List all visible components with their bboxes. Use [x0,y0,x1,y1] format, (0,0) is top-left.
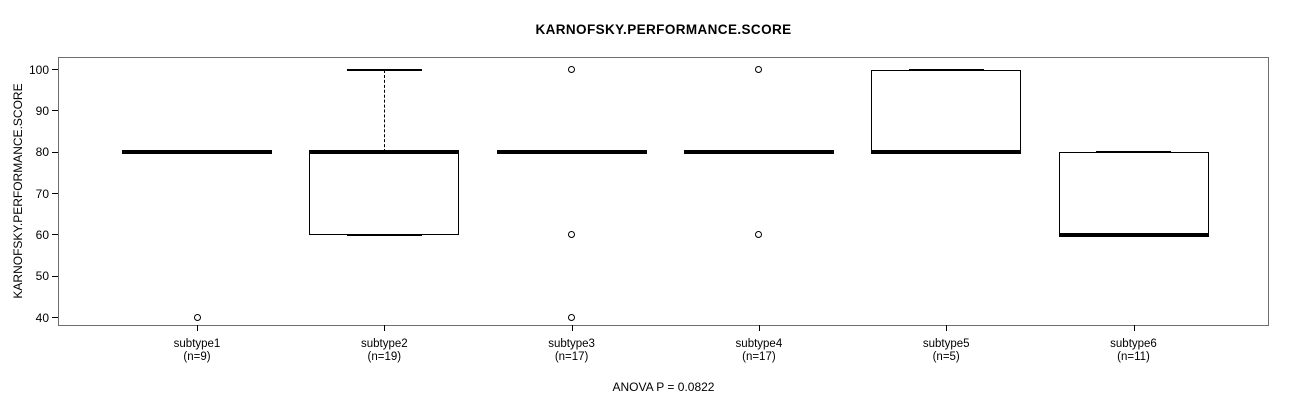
x-axis-tick [384,325,386,331]
upper-whisker-cap [1096,151,1171,154]
y-axis-tick [52,234,58,236]
y-axis-tick [52,151,58,153]
median-line [1058,232,1209,237]
group-n-count: (n=17) [742,351,776,363]
group-n-count: (n=5) [932,351,960,363]
upper-whisker-cap [346,68,422,71]
group-name: subtype3 [548,338,595,350]
median-line [309,150,460,155]
x-axis-tick [758,325,760,331]
median-line [496,150,647,155]
box-iqr [871,69,1022,153]
outlier-point [568,66,576,73]
group-n-count: (n=9) [183,351,211,363]
group-name: subtype4 [735,338,783,350]
group-n-count: (n=11) [1117,351,1150,363]
x-axis-tick [1133,325,1135,331]
outlier-point [755,231,763,239]
x-axis-tick [571,325,573,331]
x-axis-group-label: subtype6 (n=11) [1064,338,1204,364]
median-line [683,150,834,155]
y-axis-tick-label: 60 [35,227,49,242]
group-name: subtype2 [360,338,408,350]
y-axis-tick [52,317,58,318]
group-name: subtype5 [922,338,970,350]
x-axis-group-label: subtype4 (n=17) [689,338,829,364]
x-axis-tick [197,325,198,331]
y-axis-tick-label: 70 [35,186,49,201]
y-axis-tick-label: 40 [35,310,49,325]
y-axis-tick-label: 90 [35,103,49,118]
y-axis-tick [52,110,58,112]
box-iqr [1058,152,1209,235]
y-axis-tick-label: 80 [35,145,49,160]
outlier-point [755,66,763,73]
group-n-count: (n=19) [367,351,402,363]
group-name: subtype1 [173,338,221,350]
plot-area: 40 50 60 70 80 90 100 subtype1 (n=9) subtype2 (n=1… [29,57,1269,363]
x-axis-group-label: subtype2 (n=19) [314,338,454,364]
group-n-count: (n=17) [554,351,589,363]
y-axis-tick [52,275,58,277]
lower-whisker-cap [346,233,422,236]
x-axis-group-label: subtype5 (n=5) [876,338,1016,364]
y-axis-tick [52,69,58,70]
x-axis-tick [946,325,948,331]
outlier-point [193,314,201,321]
anova-p-annotation: ANOVA P = 0.0822 [612,380,715,394]
y-axis-tick [52,193,58,194]
median-line [122,150,272,155]
box-iqr [309,152,460,235]
upper-whisker [384,69,386,153]
x-axis-group-label: subtype3 (n=17) [502,338,642,364]
group-name: subtype6 [1110,338,1157,350]
upper-whisker-cap [908,68,984,71]
y-axis-tick-label: 50 [35,269,49,284]
x-axis-group-label: subtype1 (n=9) [127,338,267,364]
outlier-point [568,314,576,321]
outlier-point [568,231,576,239]
median-line [871,150,1022,155]
y-axis-tick-label: 100 [28,62,49,77]
chart-title: KARNOFSKY.PERFORMANCE.SCORE [535,22,792,37]
